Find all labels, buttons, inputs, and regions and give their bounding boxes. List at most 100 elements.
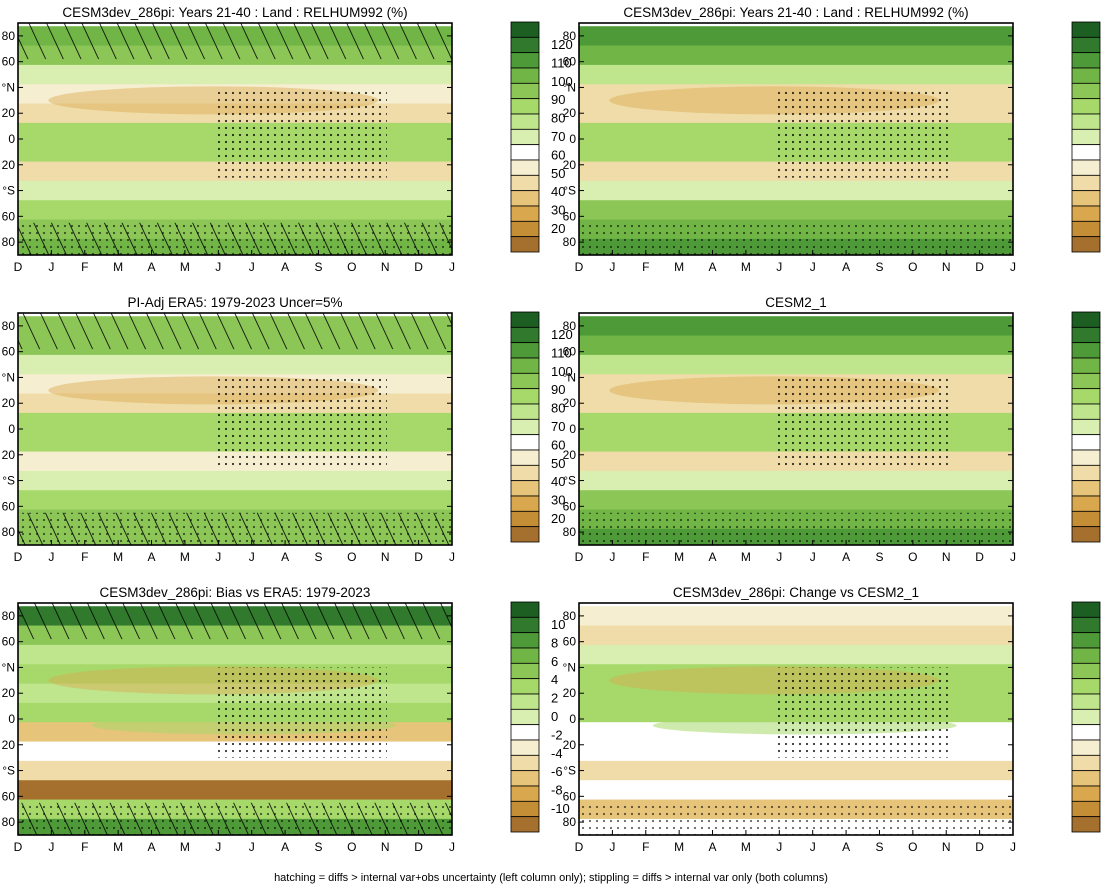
colorbar-box xyxy=(1071,449,1101,466)
colorbar-label: 4 xyxy=(551,672,558,687)
x-tick-label: J xyxy=(776,260,782,274)
x-tick-label: A xyxy=(842,260,850,274)
y-tick-label: 60 xyxy=(2,345,16,359)
y-tick-label: 20 xyxy=(563,448,577,462)
x-tick-label: D xyxy=(575,840,584,854)
hatching xyxy=(18,603,452,640)
x-tick-label: J xyxy=(810,260,816,274)
x-tick-label: D xyxy=(414,550,423,564)
colorbar-box xyxy=(1071,770,1101,787)
y-tick-label: 60 xyxy=(563,345,577,359)
x-tick-label: M xyxy=(741,840,751,854)
stippling xyxy=(579,222,1013,255)
x-tick-label: J xyxy=(1010,260,1016,274)
stippling xyxy=(774,667,948,758)
x-tick-label: A xyxy=(842,550,850,564)
hatching xyxy=(18,23,452,60)
y-tick-label: 80 xyxy=(2,319,16,333)
x-tick-label: A xyxy=(281,840,289,854)
colorbar-box xyxy=(1071,800,1101,818)
colorbar-label: 50 xyxy=(551,456,565,471)
x-tick-label: M xyxy=(741,260,751,274)
x-tick-label: M xyxy=(113,840,123,854)
x-tick-label: D xyxy=(975,260,984,274)
band-80 xyxy=(579,606,1013,627)
colorbar-label: 100 xyxy=(551,364,573,379)
y-tick-label: °N xyxy=(2,80,15,94)
colorbar-box xyxy=(510,372,540,390)
x-tick-label: F xyxy=(81,260,88,274)
colorbar-box xyxy=(1071,326,1101,344)
x-tick-label: N xyxy=(381,840,390,854)
x-tick-label: M xyxy=(674,840,684,854)
y-tick-label: °N xyxy=(563,80,576,94)
stippling xyxy=(774,377,948,468)
x-tick-label: O xyxy=(347,260,356,274)
band-80 xyxy=(579,26,1013,47)
field-bands xyxy=(18,603,452,835)
stippling xyxy=(579,512,1013,545)
colorbar-box xyxy=(1071,220,1101,238)
colorbar-box xyxy=(510,82,540,100)
band-50 xyxy=(18,64,452,85)
panel-1: CESM3dev_286pi: Years 21-40 : Land : REL… xyxy=(2,5,573,274)
band--40 xyxy=(579,470,1013,491)
stippling xyxy=(774,87,948,178)
colorbar-box xyxy=(1071,678,1101,695)
x-tick-label: J xyxy=(609,840,615,854)
x-tick-label: F xyxy=(81,840,88,854)
panel-title: CESM3dev_286pi: Change vs CESM2_1 xyxy=(673,585,919,600)
x-tick-label: A xyxy=(148,550,156,564)
x-tick-label: D xyxy=(14,840,23,854)
field-bands xyxy=(579,26,1013,255)
y-tick-label: 60 xyxy=(2,635,16,649)
x-tick-label: A xyxy=(709,550,717,564)
colorbar-label: 40 xyxy=(551,474,565,489)
x-tick-label: J xyxy=(48,550,54,564)
y-tick-label: 0 xyxy=(569,712,576,726)
stippling xyxy=(213,87,387,178)
y-tick-label: °S xyxy=(2,474,15,488)
x-tick-label: D xyxy=(975,550,984,564)
colorbar-box xyxy=(510,36,540,54)
y-tick-label: 20 xyxy=(2,158,16,172)
y-tick-label: 60 xyxy=(2,55,16,69)
x-tick-label: J xyxy=(449,260,455,274)
x-tick-label: O xyxy=(908,260,917,274)
y-tick-label: 60 xyxy=(563,499,577,513)
colorbar-box xyxy=(1071,632,1101,649)
colorbar-label: -2 xyxy=(551,727,563,742)
x-tick-label: F xyxy=(642,550,649,564)
x-tick-label: J xyxy=(215,550,221,564)
colorbar-label: 120 xyxy=(551,327,573,342)
colorbar-box xyxy=(510,770,540,787)
colorbar-box xyxy=(1071,662,1101,680)
colorbar-box xyxy=(1071,464,1101,482)
y-tick-label: 60 xyxy=(2,209,16,223)
y-tick-label: 60 xyxy=(563,789,577,803)
colorbar-label: 30 xyxy=(551,203,565,218)
x-tick-label: J xyxy=(449,840,455,854)
x-tick-label: J xyxy=(48,840,54,854)
x-tick-label: J xyxy=(810,840,816,854)
colorbar-box xyxy=(510,510,540,528)
x-tick-label: J xyxy=(215,840,221,854)
x-tick-label: A xyxy=(281,550,289,564)
colorbar-label: 100 xyxy=(551,74,573,89)
x-tick-label: M xyxy=(674,260,684,274)
colorbar-box xyxy=(1071,388,1101,405)
band--40 xyxy=(579,180,1013,201)
field-bands xyxy=(18,313,452,545)
colorbar-box xyxy=(1071,82,1101,100)
x-tick-label: F xyxy=(81,550,88,564)
y-tick-label: 0 xyxy=(8,132,15,146)
colorbar-box xyxy=(1071,372,1101,390)
panel-title: PI-Adj ERA5: 1979-2023 Uncer=5% xyxy=(128,295,343,310)
band--55 xyxy=(18,490,452,511)
colorbar-box xyxy=(1071,128,1101,146)
stippling xyxy=(579,802,1013,835)
hatching xyxy=(18,512,452,545)
